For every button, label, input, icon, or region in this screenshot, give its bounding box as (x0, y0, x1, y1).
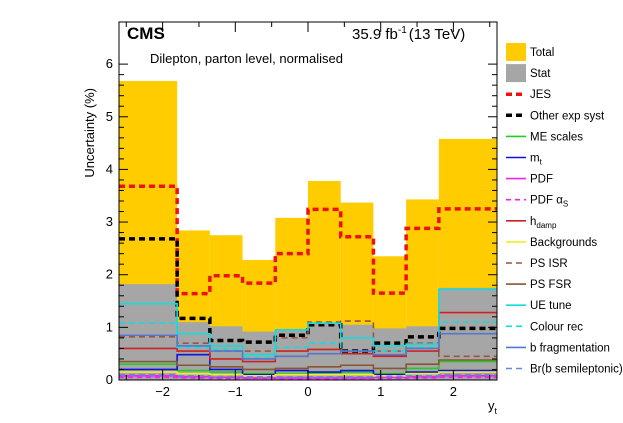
x-tick-label: 0 (304, 384, 311, 399)
series-ue-tune (119, 288, 497, 356)
selection-annotation: Dilepton, parton level, normalised (150, 51, 343, 66)
legend-label-me-scales: ME scales (530, 131, 583, 143)
luminosity-value: 35.9 fb (352, 26, 398, 43)
luminosity-exponent: -1 (398, 25, 407, 36)
y-tick-label: 6 (106, 56, 113, 71)
y-tick-label: 4 (106, 161, 113, 176)
series-jes (119, 184, 497, 296)
bar-stat-3 (242, 331, 276, 380)
legend-label-ue-tune: UE tune (530, 300, 572, 312)
luminosity-label: 35.9 fb-1 (13 TeV) (352, 25, 465, 43)
series-ps-isr (119, 320, 497, 358)
series-ps-fsr (119, 359, 497, 371)
legend-label-total: Total (530, 47, 554, 59)
y-tick-label: 0 (106, 372, 113, 387)
energy-value: (13 TeV) (409, 26, 465, 43)
legend-label-colour-rec: Colour rec (530, 321, 583, 333)
legend: Total Stat JES Other exp syst ME scales mt PDF… (506, 43, 623, 376)
legend-label-jes: JES (530, 89, 551, 101)
y-tick-label: 5 (106, 109, 113, 124)
y-axis-title: Uncertainty (%) (82, 88, 97, 178)
legend-label-h: hdamp (530, 216, 557, 230)
series-me-scales (119, 360, 497, 375)
y-tick-label: 2 (106, 267, 113, 282)
bar-stat-0 (119, 284, 178, 380)
legend-label-stat: Stat (530, 68, 551, 80)
legend-swatch-total (506, 43, 526, 61)
legend-label-pdf: PDF (530, 174, 553, 186)
legend-label-pdf: PDF αS (530, 195, 568, 209)
y-tick-label: 1 (106, 319, 113, 334)
legend-swatch-stat (506, 64, 526, 83)
experiment-label: CMS (127, 24, 165, 43)
y-tick-label: 3 (106, 214, 113, 229)
x-tick-label: 1 (377, 384, 384, 399)
series-backgrounds (119, 371, 497, 377)
legend-label-b-fragmentation: b fragmentation (530, 342, 610, 354)
x-axis-title: yt (488, 398, 498, 416)
x-tick-label: 2 (450, 384, 457, 399)
x-tick-label: −1 (228, 384, 243, 399)
legend-label-other-exp-syst: Other exp syst (530, 110, 605, 122)
legend-label-ps-fsr: PS FSR (530, 279, 572, 291)
axis-ticks: 0 1 2 3 4 5 6 −2 −1 0 1 2 (106, 22, 497, 399)
bar-stat-5 (308, 323, 341, 380)
legend-label-br-b-semileptonic: Br(b semileptonic) (530, 364, 623, 376)
series-b-fragmentation (119, 332, 497, 360)
legend-label-ps-isr: PS ISR (530, 258, 568, 270)
bar-stat-2 (209, 326, 243, 380)
legend-label-backgrounds: Backgrounds (530, 237, 597, 249)
legend-label-m: mt (530, 153, 543, 167)
x-tick-label: −2 (155, 384, 170, 399)
x-axis-title-main: y (488, 398, 495, 413)
filled-histograms (119, 80, 497, 380)
x-axis-title-sub: t (495, 406, 498, 416)
